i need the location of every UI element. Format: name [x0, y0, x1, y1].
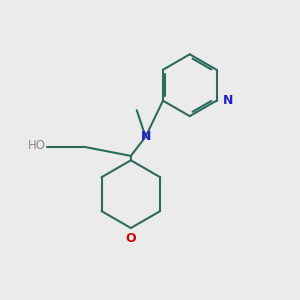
Text: N: N: [140, 130, 151, 143]
Text: O: O: [125, 232, 136, 245]
Text: N: N: [223, 94, 233, 107]
Text: HO: HO: [28, 139, 46, 152]
